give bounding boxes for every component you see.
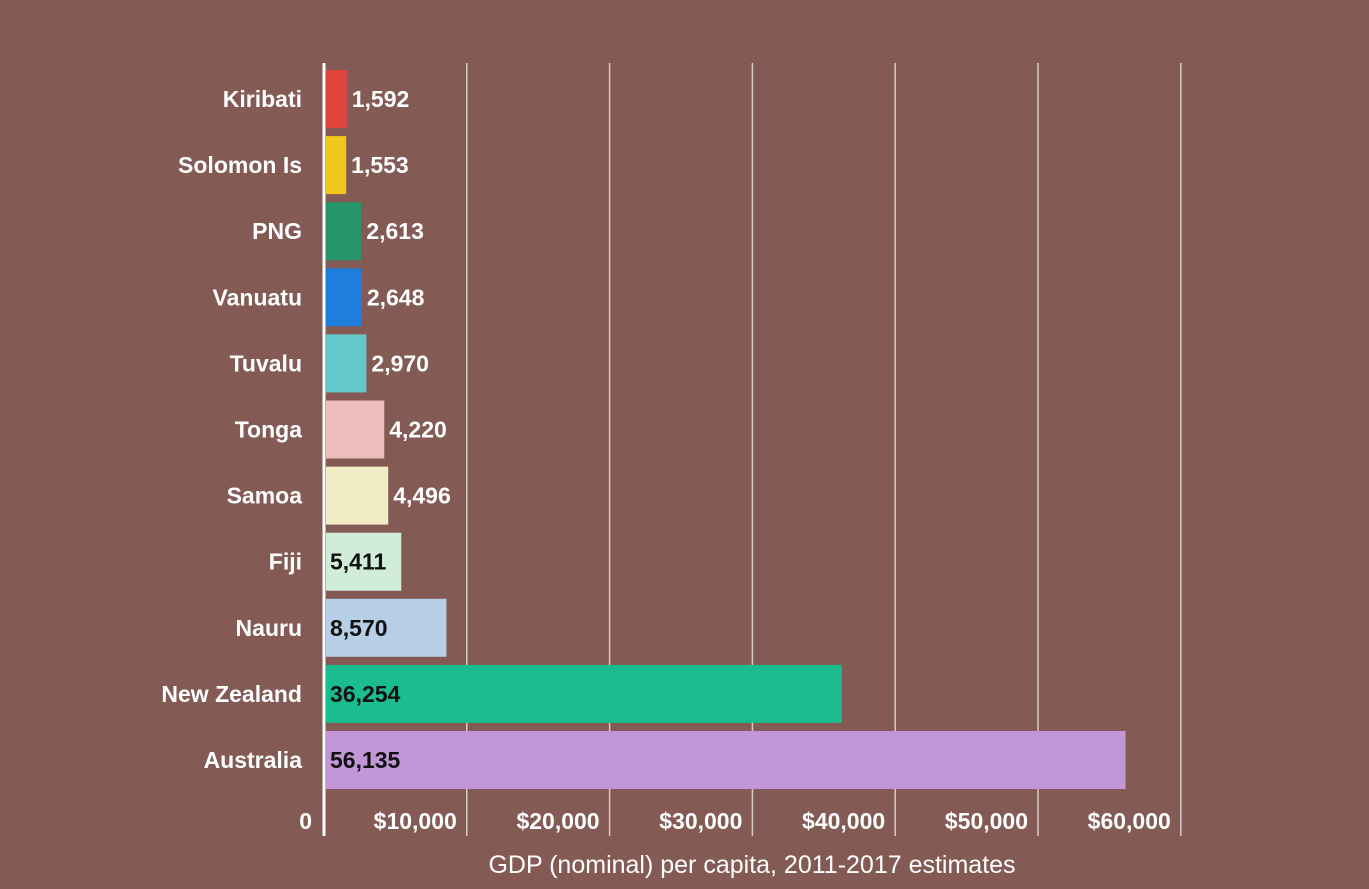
value-labels: 1,592 1,553 2,613 2,648 2,970 4,220 4,496 5,411… — [330, 86, 451, 773]
category-label: Kiribati — [223, 86, 302, 112]
x-tick-labels: 0 $10,000 $20,000 $30,000 $40,000 $50,000 $60,… — [299, 808, 1171, 834]
category-labels: Kiribati Solomon Is PNG Vanuatu Tuvalu Tonga S… — [161, 86, 302, 773]
bar-new-zealand — [326, 664, 842, 723]
category-label: Samoa — [227, 483, 303, 509]
bar-solomon-is — [326, 136, 347, 195]
value-label: 1,592 — [352, 86, 410, 112]
x-tick-label: $30,000 — [659, 808, 742, 834]
bar-fiji — [326, 532, 402, 591]
bar-png — [326, 202, 362, 261]
value-label: 4,496 — [393, 483, 451, 509]
bar-tonga — [326, 400, 385, 459]
value-label: 4,220 — [389, 417, 447, 443]
category-label: Nauru — [236, 615, 302, 641]
bar-nauru — [326, 598, 447, 657]
value-label: 5,411 — [330, 549, 386, 575]
x-tick-label: $10,000 — [374, 808, 457, 834]
value-label: 2,970 — [371, 350, 429, 376]
x-tick-label: $60,000 — [1088, 808, 1171, 834]
value-label: 36,254 — [330, 681, 401, 707]
value-label: 56,135 — [330, 747, 401, 773]
value-label: 2,613 — [366, 218, 424, 244]
bar-vanuatu — [326, 268, 362, 327]
category-label: Fiji — [269, 549, 302, 575]
value-label: 1,553 — [351, 152, 409, 178]
category-label: New Zealand — [161, 681, 302, 707]
x-tick-label: $20,000 — [516, 808, 599, 834]
bars — [326, 70, 1126, 789]
value-label: 8,570 — [330, 615, 388, 641]
x-axis-title: GDP (nominal) per capita, 2011-2017 esti… — [488, 851, 1015, 879]
category-label: PNG — [252, 218, 302, 244]
x-tick-label: $50,000 — [945, 808, 1028, 834]
x-tick-label: $40,000 — [802, 808, 885, 834]
bar-tuvalu — [326, 334, 367, 393]
category-label: Vanuatu — [213, 284, 302, 310]
category-label: Tuvalu — [230, 350, 302, 376]
bar-samoa — [326, 466, 389, 525]
category-label: Tonga — [235, 417, 302, 443]
category-label: Australia — [204, 747, 303, 773]
category-label: Solomon Is — [178, 152, 302, 178]
x-tick-label: 0 — [299, 808, 312, 834]
bar-australia — [326, 731, 1126, 789]
bar-kiribati — [326, 70, 347, 128]
value-label: 2,648 — [367, 284, 425, 310]
